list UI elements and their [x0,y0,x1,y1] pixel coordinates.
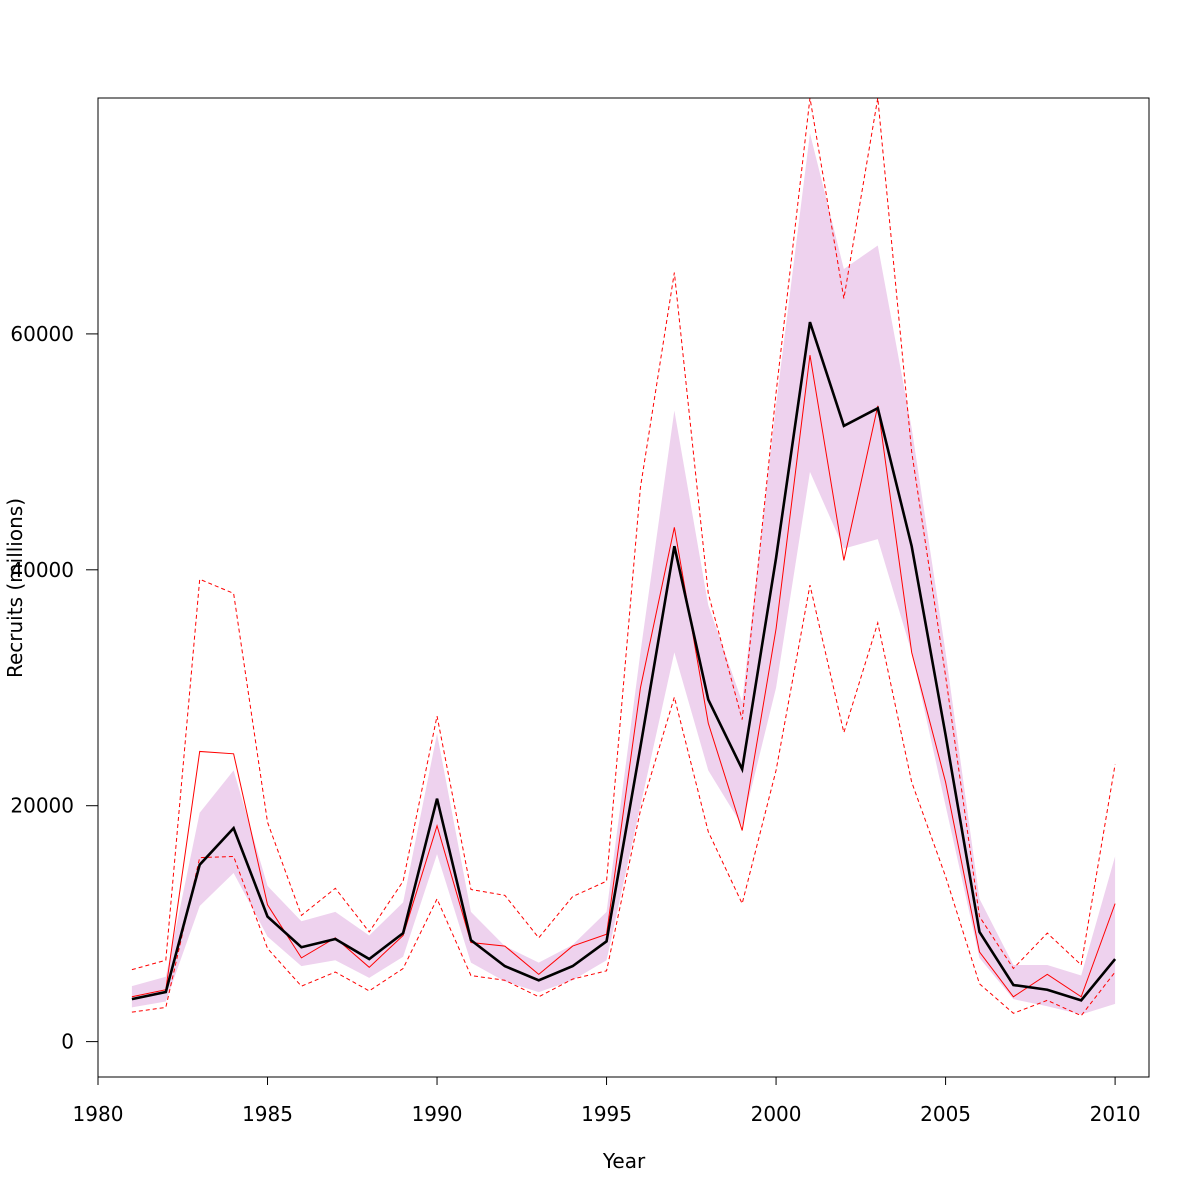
x-tick-label: 1980 [73,1102,124,1126]
x-tick-label: 1990 [412,1102,463,1126]
confidence-band [131,133,1116,1015]
plot-frame [97,97,1150,1078]
y-axis-label: Recruits (millions) [3,498,27,678]
x-tick-label: 1985 [242,1102,293,1126]
confidence-band-layer [131,133,1116,1015]
x-tick-label: 2000 [751,1102,802,1126]
y-tick-label: 60000 [10,322,74,346]
x-tick-label: 1995 [581,1102,632,1126]
series-line-3 [131,98,1116,971]
x-tick-label: 2010 [1090,1102,1141,1126]
y-tick-label: 40000 [10,558,74,582]
series-line-2 [131,355,1116,998]
series-layer [131,98,1117,1017]
x-axis-label: Year [602,1149,646,1173]
x-tick-label: 2005 [920,1102,971,1126]
axes-layer: 1980 1985 1990 1995 2000 2005 2010 0 20000 40000 6… [10,322,1140,1126]
series-line-4 [131,585,1116,1017]
y-tick-label: 0 [61,1030,74,1054]
y-tick-label: 20000 [10,794,74,818]
series-line-1 [131,321,1117,1002]
